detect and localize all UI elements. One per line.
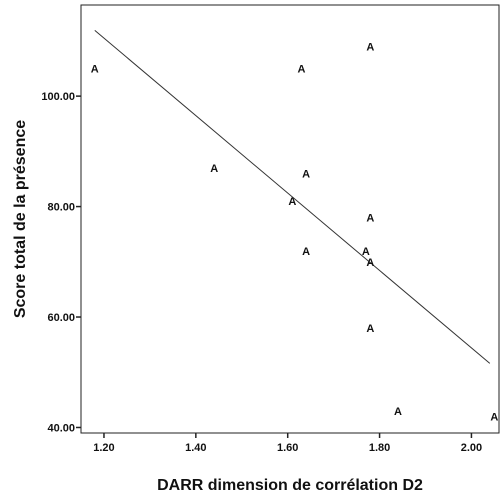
plot-frame xyxy=(80,4,500,434)
x-tick-label: 2.00 xyxy=(461,442,482,454)
x-tick-label: 1.20 xyxy=(93,442,114,454)
x-tick-label: 1.40 xyxy=(185,442,206,454)
y-tick-label: 60.00 xyxy=(47,312,75,324)
data-point: A xyxy=(366,41,374,53)
x-tick-label: 1.80 xyxy=(369,442,390,454)
data-point: A xyxy=(366,213,374,225)
data-point: A xyxy=(366,323,374,335)
data-point: A xyxy=(288,196,296,208)
y-tick-label: 80.00 xyxy=(47,202,75,214)
data-point: A xyxy=(362,246,370,258)
data-point: A xyxy=(394,406,402,418)
x-tick-label: 1.60 xyxy=(277,442,298,454)
data-point: A xyxy=(302,246,310,258)
y-tick-label: 100.00 xyxy=(41,91,75,103)
data-point: A xyxy=(210,163,218,175)
x-axis-label: DARR dimension de corrélation D2 xyxy=(157,477,423,494)
data-point: A xyxy=(302,168,310,180)
data-point: A xyxy=(298,64,306,76)
regression-line xyxy=(94,30,491,364)
y-tick-label: 40.00 xyxy=(47,422,75,434)
data-point: A xyxy=(366,257,374,269)
y-axis-label: Score total de la présence xyxy=(12,120,29,318)
data-point: A xyxy=(91,64,99,76)
data-point: A xyxy=(490,411,498,423)
